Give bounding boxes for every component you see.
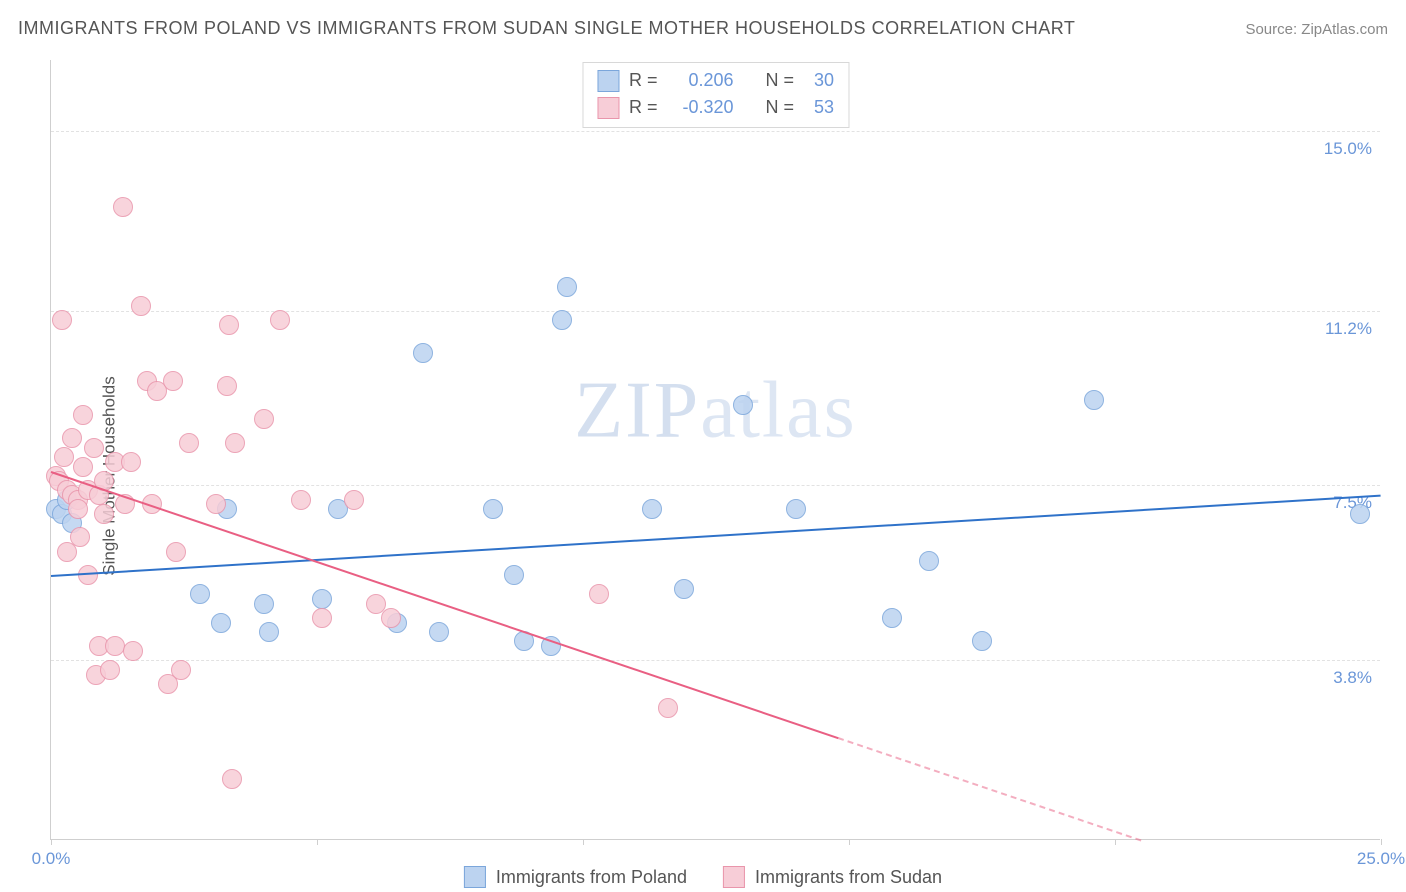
scatter-point (131, 296, 151, 316)
r-label: R = (629, 94, 658, 121)
n-label: N = (766, 94, 795, 121)
scatter-point (344, 490, 364, 510)
scatter-point (217, 376, 237, 396)
scatter-point (222, 769, 242, 789)
scatter-point (483, 499, 503, 519)
stat-swatch (597, 97, 619, 119)
trend-line (51, 495, 1381, 577)
x-tick-mark (317, 839, 318, 845)
n-value: 30 (804, 67, 834, 94)
scatter-point (270, 310, 290, 330)
scatter-point (166, 542, 186, 562)
plot-area: ZIPatlas R = 0.206 N = 30 R = -0.320 N = 53 3.8… (50, 60, 1380, 840)
scatter-point (642, 499, 662, 519)
r-value: 0.206 (668, 67, 734, 94)
scatter-point (312, 608, 332, 628)
scatter-point (73, 405, 93, 425)
scatter-point (366, 594, 386, 614)
watermark-zip: ZIP (574, 366, 700, 454)
scatter-point (105, 636, 125, 656)
scatter-point (211, 613, 231, 633)
scatter-point (552, 310, 572, 330)
scatter-point (54, 447, 74, 467)
stat-row: R = 0.206 N = 30 (597, 67, 834, 94)
scatter-point (171, 660, 191, 680)
chart-title: IMMIGRANTS FROM POLAND VS IMMIGRANTS FRO… (18, 18, 1075, 39)
scatter-point (312, 589, 332, 609)
watermark: ZIPatlas (574, 365, 857, 456)
legend-item: Immigrants from Sudan (723, 866, 942, 888)
scatter-point (254, 594, 274, 614)
legend-swatch (464, 866, 486, 888)
x-tick-label: 0.0% (32, 849, 71, 869)
scatter-point (674, 579, 694, 599)
scatter-point (62, 428, 82, 448)
scatter-point (52, 310, 72, 330)
legend-item: Immigrants from Poland (464, 866, 687, 888)
chart-container: Single Mother Households ZIPatlas R =0.2… (0, 60, 1406, 892)
scatter-point (882, 608, 902, 628)
scatter-point (113, 197, 133, 217)
scatter-point (123, 641, 143, 661)
gridline (51, 311, 1380, 312)
scatter-point (70, 527, 90, 547)
scatter-point (219, 315, 239, 335)
x-tick-mark (849, 839, 850, 845)
x-tick-mark (1381, 839, 1382, 845)
x-tick-mark (583, 839, 584, 845)
gridline (51, 660, 1380, 661)
scatter-point (78, 565, 98, 585)
legend-swatch (723, 866, 745, 888)
legend-label: Immigrants from Sudan (755, 867, 942, 888)
scatter-point (1350, 504, 1370, 524)
scatter-point (100, 660, 120, 680)
source-label: Source: ZipAtlas.com (1245, 21, 1388, 38)
scatter-point (504, 565, 524, 585)
scatter-point (94, 504, 114, 524)
scatter-point (658, 698, 678, 718)
x-tick-mark (51, 839, 52, 845)
stat-row: R = -0.320 N = 53 (597, 94, 834, 121)
scatter-point (919, 551, 939, 571)
scatter-point (291, 490, 311, 510)
x-tick-mark (1115, 839, 1116, 845)
scatter-point (733, 395, 753, 415)
legend-label: Immigrants from Poland (496, 867, 687, 888)
scatter-point (73, 457, 93, 477)
n-value: 53 (804, 94, 834, 121)
scatter-point (68, 499, 88, 519)
scatter-point (413, 343, 433, 363)
scatter-point (206, 494, 226, 514)
n-label: N = (766, 67, 795, 94)
scatter-point (557, 277, 577, 297)
trend-line (838, 738, 1142, 842)
scatter-point (381, 608, 401, 628)
scatter-point (972, 631, 992, 651)
watermark-atlas: atlas (700, 366, 857, 454)
r-label: R = (629, 67, 658, 94)
scatter-point (84, 438, 104, 458)
scatter-point (190, 584, 210, 604)
stat-swatch (597, 70, 619, 92)
scatter-point (163, 371, 183, 391)
y-tick-label: 15.0% (1324, 139, 1372, 159)
trend-line (51, 471, 839, 739)
scatter-point (1084, 390, 1104, 410)
scatter-point (254, 409, 274, 429)
scatter-point (225, 433, 245, 453)
scatter-point (121, 452, 141, 472)
r-value: -0.320 (668, 94, 734, 121)
legend: Immigrants from Poland Immigrants from Su… (464, 866, 942, 888)
scatter-point (786, 499, 806, 519)
scatter-point (179, 433, 199, 453)
scatter-point (589, 584, 609, 604)
correlation-stats-box: R = 0.206 N = 30 R = -0.320 N = 53 (582, 62, 849, 128)
gridline (51, 131, 1380, 132)
y-tick-label: 11.2% (1325, 319, 1372, 339)
scatter-point (429, 622, 449, 642)
scatter-point (259, 622, 279, 642)
gridline (51, 485, 1380, 486)
x-tick-label: 25.0% (1357, 849, 1405, 869)
y-tick-label: 3.8% (1333, 668, 1372, 688)
